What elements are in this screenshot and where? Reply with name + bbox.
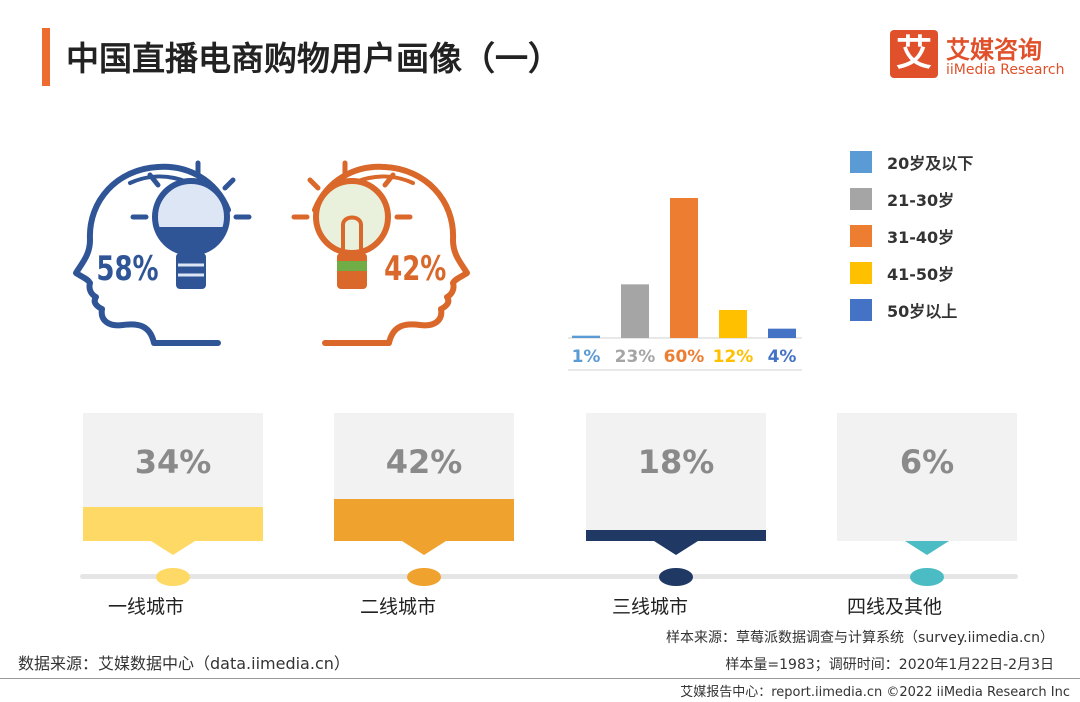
city-tier-1-card: 34% bbox=[83, 413, 263, 541]
city-box: 6% bbox=[837, 413, 1017, 541]
city-box: 42% bbox=[334, 413, 514, 541]
legend-swatch bbox=[850, 225, 872, 247]
timeline-dot bbox=[156, 568, 190, 586]
age-bar bbox=[572, 335, 600, 338]
legend-label: 50岁以上 bbox=[887, 302, 958, 321]
age-bar bbox=[621, 284, 649, 338]
sample-source-note: 样本来源：草莓派数据调查与计算系统（survey.iimedia.cn） bbox=[666, 630, 1054, 646]
age-bar bbox=[670, 198, 698, 338]
city-bar bbox=[586, 530, 766, 541]
city-value-label: 42% bbox=[385, 443, 463, 481]
city-bar bbox=[83, 507, 263, 541]
timeline-axis bbox=[80, 574, 1018, 579]
female-head-figure: 42% bbox=[275, 155, 475, 350]
city-tier-label: 二线城市 bbox=[360, 596, 437, 618]
female-head-icon: 42% bbox=[291, 160, 470, 346]
city-tier-label: 一线城市 bbox=[108, 596, 185, 618]
city-pointer-arrow bbox=[151, 541, 195, 555]
data-source-note: 数据来源：艾媒数据中心（data.iimedia.cn） bbox=[18, 654, 350, 673]
age-bar bbox=[768, 328, 796, 338]
city-pointer-arrow bbox=[905, 541, 949, 555]
age-value-label: 23% bbox=[615, 347, 656, 367]
city-pointer-arrow bbox=[402, 541, 446, 555]
city-value-label: 18% bbox=[637, 443, 715, 481]
legend-swatch bbox=[850, 188, 872, 210]
page-title: 中国直播电商购物用户画像（一） bbox=[66, 39, 561, 78]
iimedia-logo-icon: 艾 bbox=[890, 30, 938, 78]
age-value-label: 12% bbox=[713, 347, 754, 367]
age-value-label: 60% bbox=[664, 347, 705, 367]
age-chart-svg: 1% 23% 60% 12% 4% bbox=[568, 198, 802, 371]
footer-divider bbox=[0, 678, 1080, 679]
timeline-dot bbox=[407, 568, 441, 586]
city-tier-2-card: 42% bbox=[334, 413, 514, 541]
legend-label: 31-40岁 bbox=[887, 228, 955, 247]
male-head-icon: 58% bbox=[73, 160, 252, 346]
legend-label: 21-30岁 bbox=[887, 191, 955, 210]
city-value-label: 34% bbox=[134, 443, 212, 481]
age-bar bbox=[719, 310, 747, 338]
legend-swatch bbox=[850, 151, 872, 173]
city-box: 34% bbox=[83, 413, 263, 541]
timeline-dot bbox=[659, 568, 693, 586]
city-tier-4-card: 6% bbox=[837, 413, 1017, 541]
title-accent-bar bbox=[42, 28, 50, 86]
city-value-label: 6% bbox=[899, 443, 955, 481]
city-pointer-arrow bbox=[654, 541, 698, 555]
age-value-label: 1% bbox=[572, 347, 601, 367]
legend-label: 41-50岁 bbox=[887, 265, 955, 284]
female-pct-label: 42% bbox=[384, 250, 446, 289]
city-tier-label: 四线及其他 bbox=[847, 596, 943, 618]
logo-cn-text: 艾媒咨询 bbox=[946, 36, 1042, 64]
timeline-dot bbox=[910, 568, 944, 586]
city-tier-label: 三线城市 bbox=[612, 596, 689, 618]
logo-en-text: iiMedia Research bbox=[946, 62, 1065, 78]
legend-label: 20岁及以下 bbox=[887, 154, 974, 173]
male-pct-label: 58% bbox=[96, 250, 158, 289]
city-bar bbox=[334, 499, 514, 541]
age-value-label: 4% bbox=[768, 347, 797, 367]
male-head-figure: 58% bbox=[68, 155, 268, 350]
legend-swatch bbox=[850, 262, 872, 284]
age-bar-chart: 1% 23% 60% 12% 4% bbox=[560, 180, 810, 380]
city-box: 18% bbox=[586, 413, 766, 541]
legend-swatch bbox=[850, 299, 872, 321]
footer-copyright: 艾媒报告中心：report.iimedia.cn ©2022 iiMedia R… bbox=[680, 685, 1070, 700]
sample-size-note: 样本量=1983；调研时间：2020年1月22日-2月3日 bbox=[725, 657, 1054, 673]
city-tier-3-card: 18% bbox=[586, 413, 766, 541]
